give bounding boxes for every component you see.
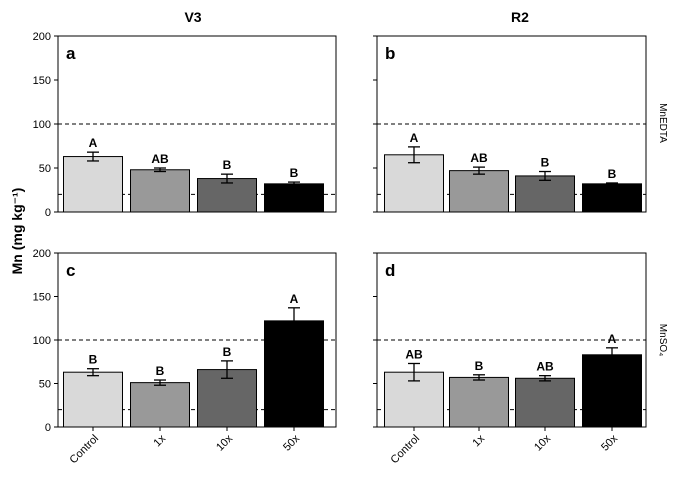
y-axis-label: Mn (mg kg⁻¹) xyxy=(9,188,25,275)
y-tick-label: 150 xyxy=(33,292,51,304)
bar-1x xyxy=(449,376,509,428)
bar-50x xyxy=(264,320,324,428)
y-tick-label: 100 xyxy=(33,119,51,131)
panel-letter: a xyxy=(66,44,76,63)
panel-letter: d xyxy=(385,261,395,280)
bar-10x xyxy=(197,369,257,428)
significance-letter: A xyxy=(89,136,98,150)
significance-letter: B xyxy=(156,364,165,378)
significance-letter: B xyxy=(541,156,550,170)
y-tick-label: 0 xyxy=(45,207,51,219)
panel-letter: b xyxy=(385,44,395,63)
y-tick-label: 50 xyxy=(39,379,51,391)
significance-letter: B xyxy=(290,166,299,180)
panel-letter: c xyxy=(66,261,75,280)
y-tick-label: 150 xyxy=(33,75,51,87)
significance-letter: AB xyxy=(536,360,554,374)
bar-50x xyxy=(264,183,324,213)
significance-letter: AB xyxy=(151,152,169,166)
significance-letter: AB xyxy=(470,151,488,165)
bar-50x xyxy=(582,354,642,428)
significance-letter: B xyxy=(475,359,484,373)
bar-10x xyxy=(515,377,575,428)
panel-b: b A AB B B xyxy=(373,35,647,213)
bar-Control xyxy=(384,154,444,213)
significance-letter: B xyxy=(89,353,98,367)
y-tick-label: 0 xyxy=(45,422,51,434)
bar-50x xyxy=(582,183,642,213)
y-tick-label: 200 xyxy=(33,31,51,43)
bar-1x xyxy=(449,170,509,213)
y-tick-label: 200 xyxy=(33,248,51,260)
bar-1x xyxy=(130,169,190,213)
bar-10x xyxy=(515,175,575,213)
column-title-v3: V3 xyxy=(184,9,201,25)
bar-1x xyxy=(130,382,190,428)
significance-letter: AB xyxy=(405,347,423,361)
bar-Control xyxy=(63,371,123,428)
significance-letter: B xyxy=(223,345,232,359)
significance-letter: B xyxy=(223,158,232,172)
y-tick-label: 100 xyxy=(33,335,51,347)
bar-Control xyxy=(63,156,123,213)
row-label-mnedta: MnEDTA xyxy=(657,103,668,143)
panel-a: 0 50 100 150 200 a A AB B B xyxy=(33,31,337,219)
significance-letter: B xyxy=(608,167,617,181)
significance-letter: A xyxy=(290,292,299,306)
y-tick-label: 50 xyxy=(39,163,51,175)
significance-letter: A xyxy=(410,131,419,145)
column-title-r2: R2 xyxy=(511,9,529,25)
significance-letter: A xyxy=(608,332,617,346)
row-label-mnso4: MnSO₄ xyxy=(657,324,668,356)
